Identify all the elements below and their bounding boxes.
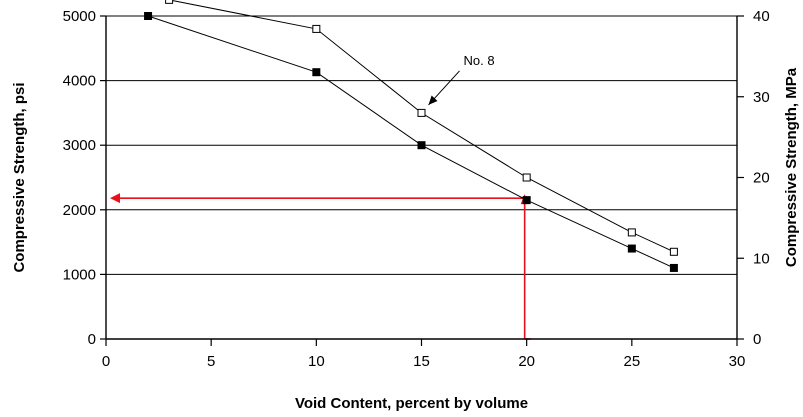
series [144,0,678,272]
y-axis-right-title: Compressive Strength, MPa [783,67,800,267]
x-tick-label: 25 [623,353,640,370]
x-tick-label: 30 [729,353,746,370]
annotations: No. 8 [428,53,495,106]
y-right-tick-label: 40 [753,8,770,25]
x-tick-label: 15 [413,353,430,370]
series-2-point [165,0,174,4]
series-2-line [169,0,675,253]
series-1-point [312,68,321,77]
x-tick-label: 0 [102,353,110,370]
y-tick-label: 2000 [63,202,96,219]
reference-arrowhead-left [110,193,120,204]
y-right-tick-label: 30 [753,89,770,106]
x-axis-title: Void Content, percent by volume [295,395,528,412]
series-2-point [417,108,426,117]
x-tick-label: 20 [518,353,535,370]
annotation-label: No. 8 [464,53,495,68]
y-right-tick-label: 20 [753,170,770,187]
series-2-point [522,173,531,182]
y-axis-title: Compressive Strength, psi [11,82,28,272]
y-tick-label: 4000 [63,73,96,90]
series-1-line [147,15,675,269]
series-1-point [669,263,678,272]
series-1-point [417,141,426,150]
x-tick-label: 5 [207,353,215,370]
y-tick-label: 1000 [63,266,96,283]
series-2-point [627,228,636,237]
series-1-point [144,12,153,20]
y-tick-label: 0 [88,331,96,348]
series-2-point [669,247,678,256]
reference-lines [110,193,531,340]
axes: 0 1000 2000 3000 4000 5000 0 10 20 30 40 0 5 10 15 20 25… [63,8,770,370]
y-right-tick-label: 0 [753,331,761,348]
series-2-point [312,24,321,33]
y-tick-label: 5000 [63,8,96,25]
x-tick-label: 10 [308,353,325,370]
y-right-tick-label: 10 [753,250,770,267]
annotation-arrowhead [428,95,438,105]
series-1-point [627,244,636,253]
y-tick-label: 3000 [63,137,96,154]
series-1-point [522,196,531,205]
